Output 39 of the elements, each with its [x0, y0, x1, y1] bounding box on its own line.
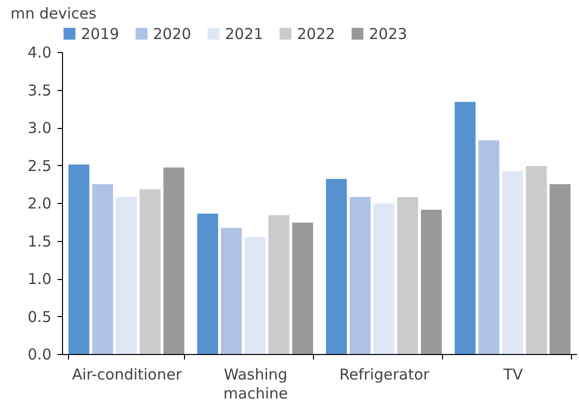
bar [163, 168, 184, 354]
y-tick-label: 0.5 [28, 308, 52, 326]
bar [350, 196, 371, 354]
y-axis-title: mn devices [10, 4, 97, 22]
bar [244, 236, 266, 354]
bar [68, 164, 90, 354]
bar [502, 171, 524, 354]
bar [478, 140, 500, 354]
x-tick-label: Air-conditioner [72, 366, 183, 384]
bar [140, 189, 161, 354]
bar [268, 215, 290, 354]
bar [550, 184, 571, 354]
x-tick-label: TV [502, 366, 524, 384]
y-tick-label: 3.5 [28, 81, 52, 100]
y-tick-label: 3.0 [28, 119, 52, 137]
bar [92, 184, 114, 354]
bar [292, 222, 314, 354]
bar [454, 102, 476, 354]
legend-label: 2019 [81, 24, 120, 43]
bar [326, 178, 347, 354]
y-tick-label: 1.5 [28, 232, 52, 250]
bar [373, 204, 394, 354]
legend-label: 2023 [369, 24, 408, 43]
y-tick-label: 2.5 [28, 156, 52, 175]
x-tick-label: Washing machine [223, 366, 288, 402]
y-tick-label: 4.0 [28, 44, 52, 62]
y-tick-label: 0.0 [28, 346, 52, 364]
legend-label: 2022 [297, 24, 336, 43]
bar [116, 196, 137, 354]
bar [420, 210, 442, 354]
bar [526, 166, 547, 354]
bar [220, 228, 242, 354]
legend-label: 2020 [153, 24, 192, 43]
y-tick-label: 1.0 [28, 270, 52, 288]
y-tick-label: 2.0 [28, 194, 52, 212]
bar [197, 214, 218, 354]
legend-label: 2021 [225, 24, 264, 43]
x-tick-label: Refrigerator [339, 366, 430, 384]
bar [397, 196, 418, 354]
